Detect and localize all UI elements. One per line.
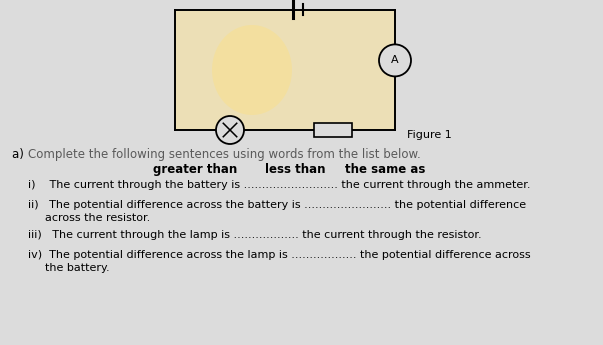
Text: the battery.: the battery. <box>45 263 110 273</box>
Text: ii)   The potential difference across the battery is ........................ th: ii) The potential difference across the … <box>28 200 526 210</box>
Text: across the resistor.: across the resistor. <box>45 213 150 223</box>
Text: the same as: the same as <box>345 163 425 176</box>
Text: Figure 1: Figure 1 <box>407 130 452 140</box>
Text: iv)  The potential difference across the lamp is .................. the potentia: iv) The potential difference across the … <box>28 250 531 260</box>
Text: i)    The current through the battery is .......................... the current : i) The current through the battery is ..… <box>28 180 531 190</box>
Text: iii)   The current through the lamp is .................. the current through th: iii) The current through the lamp is ...… <box>28 230 482 240</box>
Ellipse shape <box>212 25 292 115</box>
Bar <box>176 11 394 129</box>
Circle shape <box>216 116 244 144</box>
Circle shape <box>379 45 411 76</box>
Text: less than: less than <box>265 163 325 176</box>
Bar <box>314 123 352 137</box>
Text: Complete the following sentences using words from the list below.: Complete the following sentences using w… <box>28 148 421 161</box>
Text: −: − <box>308 0 316 1</box>
Text: A: A <box>391 56 399 66</box>
Text: greater than: greater than <box>153 163 237 176</box>
Text: a): a) <box>12 148 31 161</box>
